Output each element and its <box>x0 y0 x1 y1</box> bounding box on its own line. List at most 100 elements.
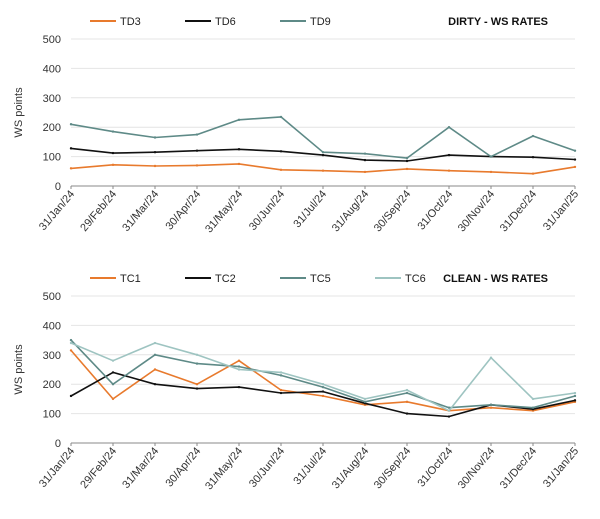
dirty-series-td6-point <box>111 151 115 155</box>
clean-series-tc6-line <box>70 342 576 412</box>
dirty-y-axis-label: WS points <box>13 87 25 138</box>
clean-series-tc5-point <box>363 400 367 404</box>
dirty-ytick-label: 300 <box>43 93 61 105</box>
dirty-xtick-label: 30/Sep/24 <box>372 188 413 234</box>
clean-series-tc5-point <box>69 338 73 342</box>
dirty-series-td9-point <box>111 130 115 133</box>
clean-series-tc1-point <box>237 359 241 362</box>
clean-series-tc6-point <box>405 388 409 392</box>
dirty-series-td9-point <box>363 152 367 155</box>
clean-ytick-label: 200 <box>43 379 61 391</box>
clean-series-tc2-point <box>111 371 115 374</box>
dirty-series-td6-point <box>531 155 535 159</box>
clean-series-tc5-point <box>573 394 577 398</box>
dirty-legend-label-td3: TD3 <box>120 16 141 28</box>
clean-series-tc5-point <box>321 385 325 389</box>
dirty-series-td3-point <box>321 169 325 172</box>
clean-series-tc5-point <box>279 374 283 377</box>
clean-series-tc6-point <box>111 359 115 362</box>
clean-ytick-label: 100 <box>43 409 61 421</box>
dirty-series-td6-point <box>195 149 199 152</box>
dirty-series-td9-point <box>69 123 73 126</box>
clean-series-tc2-point <box>195 387 199 390</box>
dirty-ytick-label: 0 <box>55 181 61 193</box>
clean-ytick-label: 500 <box>43 291 61 303</box>
dirty-xtick-label: 31/Jul/24 <box>291 188 329 230</box>
clean-series-tc5-point <box>195 362 199 365</box>
dirty-series-td3-point <box>111 163 115 167</box>
clean-series-tc1-point <box>489 406 493 409</box>
dirty-series-td3-point <box>447 169 451 172</box>
clean-series-tc2-point <box>447 415 451 418</box>
clean-legend-label-tc6: TC6 <box>405 273 426 285</box>
dirty-series-td6-point <box>405 159 409 163</box>
clean-series-tc6-point <box>447 409 451 412</box>
clean-series-tc6-point <box>363 397 367 401</box>
dirty-series-td6-point <box>573 158 577 161</box>
clean-xtick-label: 31/Dec/24 <box>498 445 539 491</box>
dirty-xtick-label: 31/Aug/24 <box>330 188 371 234</box>
dirty-series-td9-point <box>153 136 157 139</box>
clean-xtick-label: 31/Oct/24 <box>415 445 455 489</box>
dirty-series-td6-point <box>447 153 451 157</box>
dirty-series-td9-point <box>447 126 451 129</box>
clean-series-tc6-point <box>279 371 283 374</box>
dirty-series-td6-point <box>279 150 283 153</box>
dirty-xtick-label: 29/Feb/24 <box>78 188 119 234</box>
dirty-series-td9-point <box>573 149 577 152</box>
dirty-series-td9-point <box>237 118 241 122</box>
clean-xtick-label: 31/Jul/24 <box>291 445 329 487</box>
clean-xtick-label: 30/Jun/24 <box>247 445 287 490</box>
clean-series-tc5-point <box>153 353 157 356</box>
dirty-series-td6-point <box>321 153 325 157</box>
dirty-series-td3-point <box>531 172 535 175</box>
clean-series-tc2-line <box>70 371 576 418</box>
clean-series-tc1-point <box>321 394 325 398</box>
clean-series-tc2-point <box>69 394 73 398</box>
clean-xtick-label: 29/Feb/24 <box>78 445 119 491</box>
dirty-series-td3-line <box>70 163 576 175</box>
clean-legend-label-tc1: TC1 <box>120 273 141 285</box>
dirty-series-td3-point <box>573 165 577 169</box>
dirty-ytick-label: 100 <box>43 152 61 164</box>
clean-ytick-label: 400 <box>43 320 61 332</box>
clean-ws-rates-chart: 0 100 200 300 400 500 WS points 31/Jan/24 29/Feb… <box>13 273 581 492</box>
clean-series-tc6-point <box>195 353 199 356</box>
clean-series-tc5-point <box>405 391 409 395</box>
clean-series-tc1-point <box>405 400 409 404</box>
dirty-xtick-label: 31/Mar/24 <box>120 188 161 234</box>
dirty-xtick-label: 30/Jun/24 <box>247 188 287 233</box>
clean-xtick-label: 31/Mar/24 <box>120 445 161 491</box>
dirty-xtick-label: 30/Nov/24 <box>456 188 497 234</box>
dirty-series-td9-point <box>531 134 535 138</box>
clean-legend-label-tc5: TC5 <box>310 273 331 285</box>
dirty-series-td9-point <box>321 150 325 154</box>
clean-series-tc1-point <box>279 388 283 392</box>
dirty-series-td9-point <box>279 115 283 119</box>
clean-series-tc1-point <box>195 383 199 386</box>
dirty-series-td9-point <box>489 155 493 158</box>
dirty-series-td3-point <box>279 168 283 172</box>
clean-xtick-label: 30/Apr/24 <box>163 445 203 489</box>
clean-series-tc6-point <box>531 397 535 401</box>
dirty-series-td3-point <box>405 167 409 171</box>
dirty-series-td9-point <box>195 133 199 136</box>
clean-series-tc2-point <box>321 390 325 393</box>
dirty-ws-rates-chart: 0 100 200 300 400 500 WS points 31/Jan/24 29/Feb… <box>13 16 581 235</box>
clean-chart-title: CLEAN - WS RATES <box>443 273 548 285</box>
dirty-chart-title: DIRTY - WS RATES <box>448 16 548 28</box>
clean-series-tc6-point <box>489 356 493 359</box>
clean-series-tc5-point <box>531 406 535 409</box>
dirty-ytick-label: 400 <box>43 63 61 75</box>
clean-series-tc2-point <box>279 391 283 395</box>
dirty-series-td3-point <box>195 164 199 167</box>
clean-legend-label-tc2: TC2 <box>215 273 236 285</box>
dirty-series-td6-point <box>237 148 241 151</box>
clean-series-tc5-point <box>237 365 241 368</box>
dirty-series-td3-point <box>363 170 367 174</box>
dirty-xtick-label: 30/Apr/24 <box>163 188 203 232</box>
clean-series-tc1-line <box>70 349 576 412</box>
clean-series-tc5-point <box>447 406 451 409</box>
clean-series-tc2-point <box>405 412 409 415</box>
clean-xtick-label: 31/Aug/24 <box>330 445 371 491</box>
